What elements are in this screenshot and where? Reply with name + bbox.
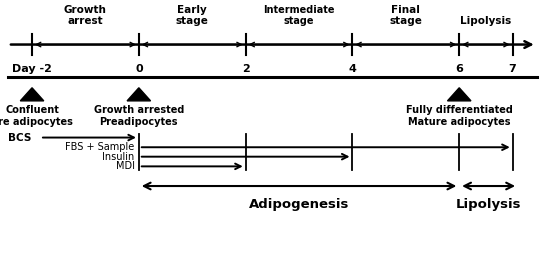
Text: Confluent: Confluent: [5, 105, 59, 115]
Polygon shape: [127, 88, 151, 101]
Text: Growth
arrest: Growth arrest: [64, 5, 107, 26]
Text: Day -2: Day -2: [12, 64, 52, 74]
Text: 0: 0: [135, 64, 142, 74]
Text: 6: 6: [455, 64, 463, 74]
Text: Insulin: Insulin: [102, 152, 135, 162]
Text: 2: 2: [242, 64, 250, 74]
Text: Lipolysis: Lipolysis: [456, 198, 521, 211]
Text: Mature adipocytes: Mature adipocytes: [408, 117, 510, 127]
Text: Early
stage: Early stage: [176, 5, 208, 26]
Text: Final
stage: Final stage: [389, 5, 422, 26]
Text: Growth arrested: Growth arrested: [94, 105, 184, 115]
Text: FBS + Sample: FBS + Sample: [65, 142, 135, 152]
Text: Pre adipocytes: Pre adipocytes: [0, 117, 73, 127]
Polygon shape: [20, 88, 44, 101]
Text: BCS: BCS: [8, 133, 31, 143]
Text: Fully differentiated: Fully differentiated: [406, 105, 513, 115]
Text: Preadipocytes: Preadipocytes: [100, 117, 178, 127]
Text: Adipogenesis: Adipogenesis: [249, 198, 349, 211]
Text: Intermediate
stage: Intermediate stage: [263, 5, 335, 26]
Text: 4: 4: [349, 64, 356, 74]
Text: Lipolysis: Lipolysis: [460, 16, 512, 26]
Polygon shape: [448, 88, 471, 101]
Text: MDI: MDI: [116, 161, 135, 171]
Text: 7: 7: [509, 64, 516, 74]
